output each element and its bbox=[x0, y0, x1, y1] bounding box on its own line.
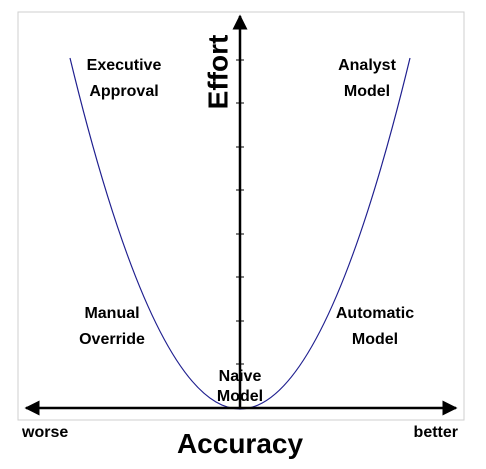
effort-axis-title: Effort bbox=[202, 35, 233, 110]
analyst-model-label: Analyst Model bbox=[338, 57, 396, 100]
automatic-model-label: Automatic Model bbox=[336, 305, 414, 348]
better-label: better bbox=[414, 424, 458, 441]
naive-model-line-2: Model bbox=[217, 388, 263, 405]
analyst-model-line-1: Analyst bbox=[338, 57, 396, 74]
automatic-model-line-1: Automatic bbox=[336, 305, 414, 322]
manual-override-line-1: Manual bbox=[84, 305, 139, 322]
manual-override-label: Manual Override bbox=[79, 305, 145, 348]
worse-label: worse bbox=[21, 424, 68, 441]
automatic-model-line-2: Model bbox=[352, 331, 398, 348]
diagram-frame bbox=[17, 11, 465, 421]
effort-axis-ticks bbox=[236, 59, 244, 365]
naive-model-label: Naive Model bbox=[217, 368, 263, 405]
executive-approval-label: Executive Approval bbox=[87, 57, 162, 100]
analyst-model-line-2: Model bbox=[344, 83, 390, 100]
manual-override-line-2: Override bbox=[79, 331, 145, 348]
executive-approval-line-2: Approval bbox=[89, 83, 158, 100]
accuracy-axis-title: Accuracy bbox=[177, 428, 304, 459]
naive-model-line-1: Naive bbox=[219, 368, 262, 385]
executive-approval-line-1: Executive bbox=[87, 57, 162, 74]
